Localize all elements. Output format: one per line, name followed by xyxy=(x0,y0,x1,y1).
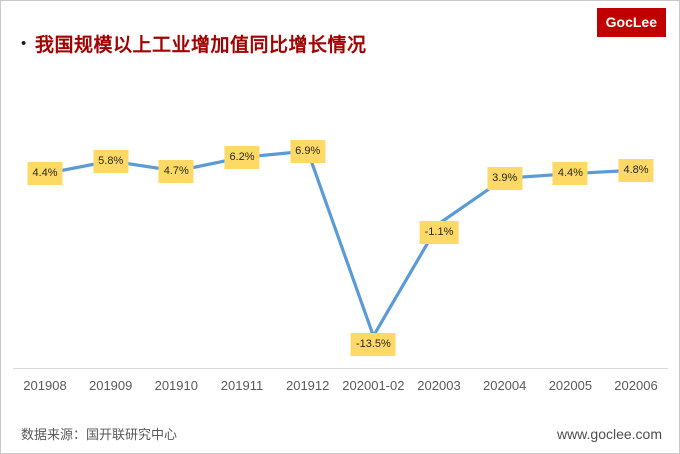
website-url: www.goclee.com xyxy=(556,426,662,442)
data-label: -13.5% xyxy=(350,333,396,356)
page-title: 我国规模以上工业增加值同比增长情况 xyxy=(35,35,367,56)
x-axis-line xyxy=(13,368,668,369)
bullet-icon: • xyxy=(21,35,27,52)
data-label: 4.4% xyxy=(27,162,63,186)
data-source: 数据来源：国开联研究中心 xyxy=(21,427,178,442)
data-label: -1.1% xyxy=(419,220,459,244)
x-axis-label: 201911 xyxy=(220,378,264,393)
goclee-logo: GocLee xyxy=(596,8,666,37)
data-label: 5.8% xyxy=(93,149,129,173)
x-axis-label: 201909 xyxy=(88,378,133,393)
data-label: 4.7% xyxy=(158,159,194,183)
x-axis-label: 202003 xyxy=(417,378,461,393)
x-axis-label: 202006 xyxy=(614,378,658,393)
x-axis-label: 202004 xyxy=(482,378,527,393)
x-axis-label: 201912 xyxy=(285,378,330,393)
data-label: 4.4% xyxy=(552,162,588,186)
data-label: 6.9% xyxy=(290,139,326,163)
data-label: 6.2% xyxy=(224,145,260,169)
x-axis-label: 202001-02 xyxy=(342,378,405,393)
series-line xyxy=(43,149,638,338)
data-label: 3.9% xyxy=(487,166,523,190)
x-axis-label: 201908 xyxy=(23,378,67,393)
x-axis-label: 202005 xyxy=(548,378,593,393)
footer: 数据来源：国开联研究中心 www.goclee.com xyxy=(21,424,662,443)
data-label: 4.8% xyxy=(618,158,654,182)
x-axis-label: 201910 xyxy=(154,378,198,393)
